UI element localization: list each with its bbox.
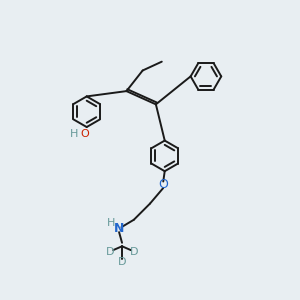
Text: D: D — [106, 247, 115, 256]
Text: D: D — [130, 247, 138, 256]
Text: O: O — [81, 128, 90, 139]
Text: H: H — [107, 218, 115, 228]
Text: H: H — [70, 128, 79, 139]
Text: D: D — [118, 256, 126, 267]
Text: N: N — [114, 222, 124, 235]
Text: O: O — [158, 178, 168, 191]
